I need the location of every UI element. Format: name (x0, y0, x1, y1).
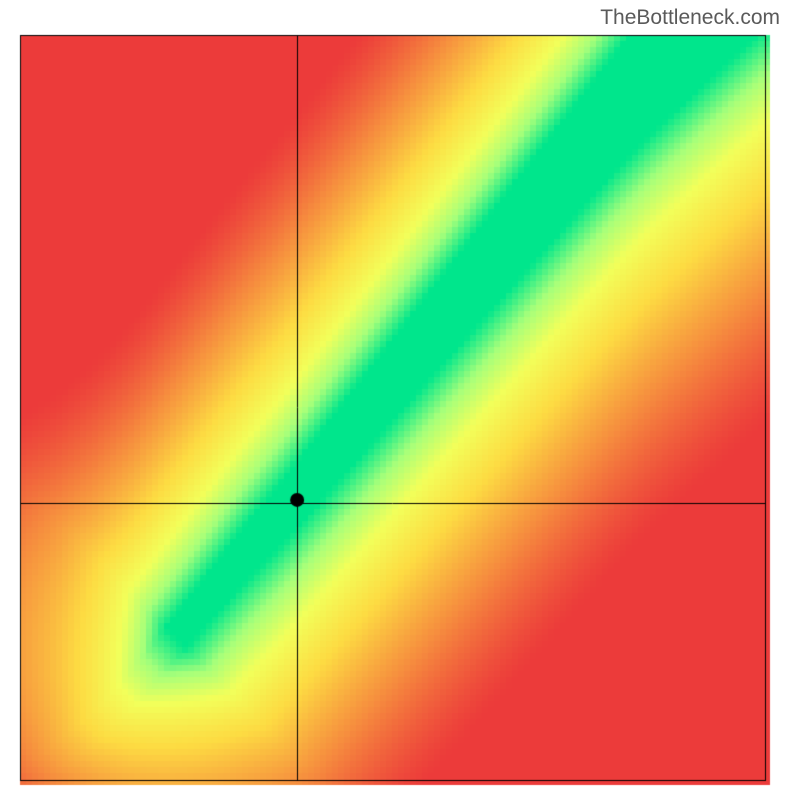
chart-container: TheBottleneck.com (0, 0, 800, 800)
watermark-text: TheBottleneck.com (600, 6, 780, 30)
heatmap-canvas (0, 0, 800, 800)
